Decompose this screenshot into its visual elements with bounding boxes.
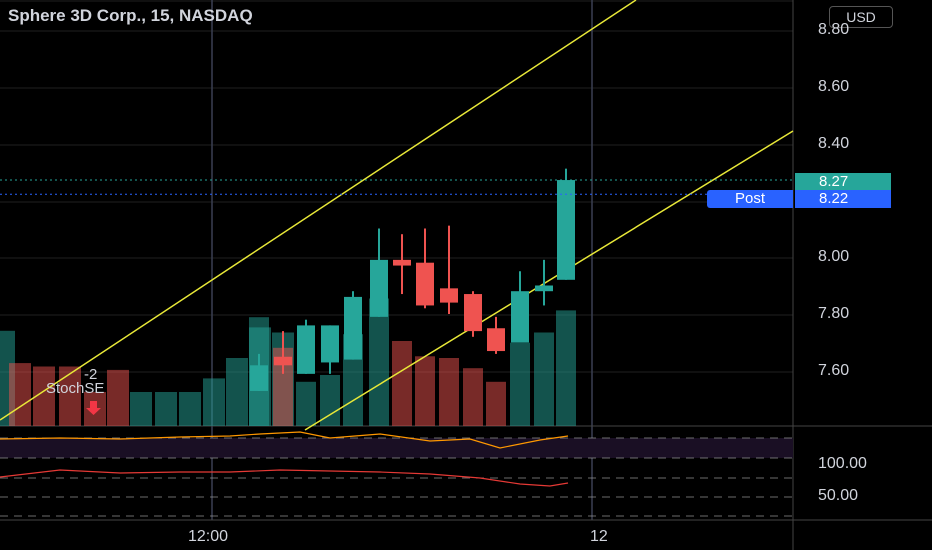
indicator-panes [0,431,793,517]
post-price-tag: 8.22 [795,190,891,208]
volume-bar [415,356,435,426]
price-tick: 8.60 [818,78,850,95]
volume-bar [320,375,340,426]
stoch-line [0,469,569,487]
volume-bar [59,366,81,426]
post-market-label: Post [707,190,793,208]
stoch-band [0,438,793,458]
candle-body [535,285,553,292]
candle-body [274,356,292,366]
signal-label: StochSE [46,380,105,397]
volume-bar [226,358,248,426]
candle-body [487,328,505,352]
price-tick: 7.80 [818,305,850,322]
volume-bar [130,392,152,426]
trend-channel [0,0,794,431]
volume-bar [33,366,55,426]
arrow-shape [86,401,101,415]
volume-bar [534,332,554,426]
candle-body [511,291,529,343]
candle-body [344,296,362,360]
candlesticks [250,168,575,391]
price-tick: 8.00 [818,248,850,265]
candle-body [416,262,434,306]
volume-bar [486,381,506,426]
time-tick: 12 [590,528,608,545]
indicator-tick: 50.00 [818,487,859,504]
volume-bar [203,378,225,426]
volume-bar [179,392,201,426]
volume-bar [369,298,389,426]
price-lines [0,179,793,195]
candle-body [440,288,458,303]
volume-bars [0,298,576,426]
sell-arrow-icon [86,401,101,415]
signal-count: -2 [84,366,98,383]
price-tick: 8.80 [818,21,850,38]
volume-bar [392,341,412,426]
volume-bar [273,347,293,426]
price-tick: 8.40 [818,135,850,152]
volume-bar [510,342,530,426]
volume-bar [463,368,483,426]
price-tick: 7.60 [818,362,850,379]
candle-body [250,365,268,391]
candle-body [370,259,388,317]
indicator-tick: 100.00 [818,455,867,472]
symbol-title: Sphere 3D Corp., 15, NASDAQ [8,6,253,25]
volume-bar [9,363,31,426]
volume-bar [107,369,129,426]
volume-bar [155,392,177,426]
candle-body [464,294,482,332]
candle-body [557,180,575,280]
stoch-line [0,431,569,449]
candle-body [297,325,315,374]
last-price-tag: 8.27 [795,173,891,191]
volume-bar [556,310,576,426]
time-tick: 12:00 [188,528,229,545]
trendline-upper [0,0,637,421]
candle-body [321,325,339,363]
volume-bar [439,358,459,426]
volume-bar [296,381,316,426]
currency-selector[interactable]: USD [829,6,893,28]
candle-body [393,259,411,266]
trendline-lower [304,130,794,431]
